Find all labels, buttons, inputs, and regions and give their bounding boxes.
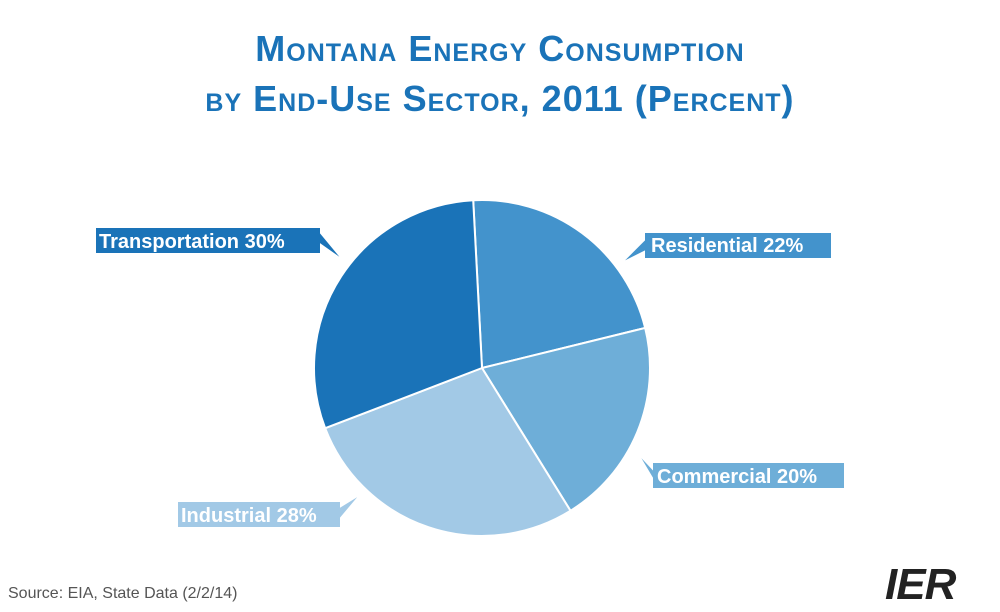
source-note: Source: EIA, State Data (2/2/14)	[8, 585, 238, 602]
callout-residential	[619, 231, 833, 265]
callout-industrial	[176, 492, 363, 529]
pie-slices	[313, 199, 651, 537]
pie-slice-transportation	[313, 199, 484, 430]
label-industrial: Industrial 28%	[176, 492, 363, 529]
chart-title-line1: Montana Energy Consumption	[255, 28, 745, 69]
data-label-commercial: Commercial 20%	[657, 466, 817, 488]
data-label-residential: Residential 22%	[651, 235, 804, 257]
callout-commercial	[635, 450, 846, 490]
callout-transportation	[94, 226, 346, 263]
label-transportation: Transportation 30%	[94, 226, 346, 263]
pie-slice-residential	[472, 199, 647, 370]
chart-title-line2: by End-Use Sector, 2011 (Percent)	[205, 78, 795, 119]
pie-slice-industrial	[323, 366, 572, 537]
pie-slice-commercial	[480, 326, 651, 513]
ier-logo: IER	[885, 560, 956, 609]
label-commercial: Commercial 20%	[635, 450, 846, 490]
data-label-industrial: Industrial 28%	[181, 505, 317, 527]
label-residential: Residential 22%	[619, 231, 833, 265]
data-label-transportation: Transportation 30%	[99, 231, 285, 253]
